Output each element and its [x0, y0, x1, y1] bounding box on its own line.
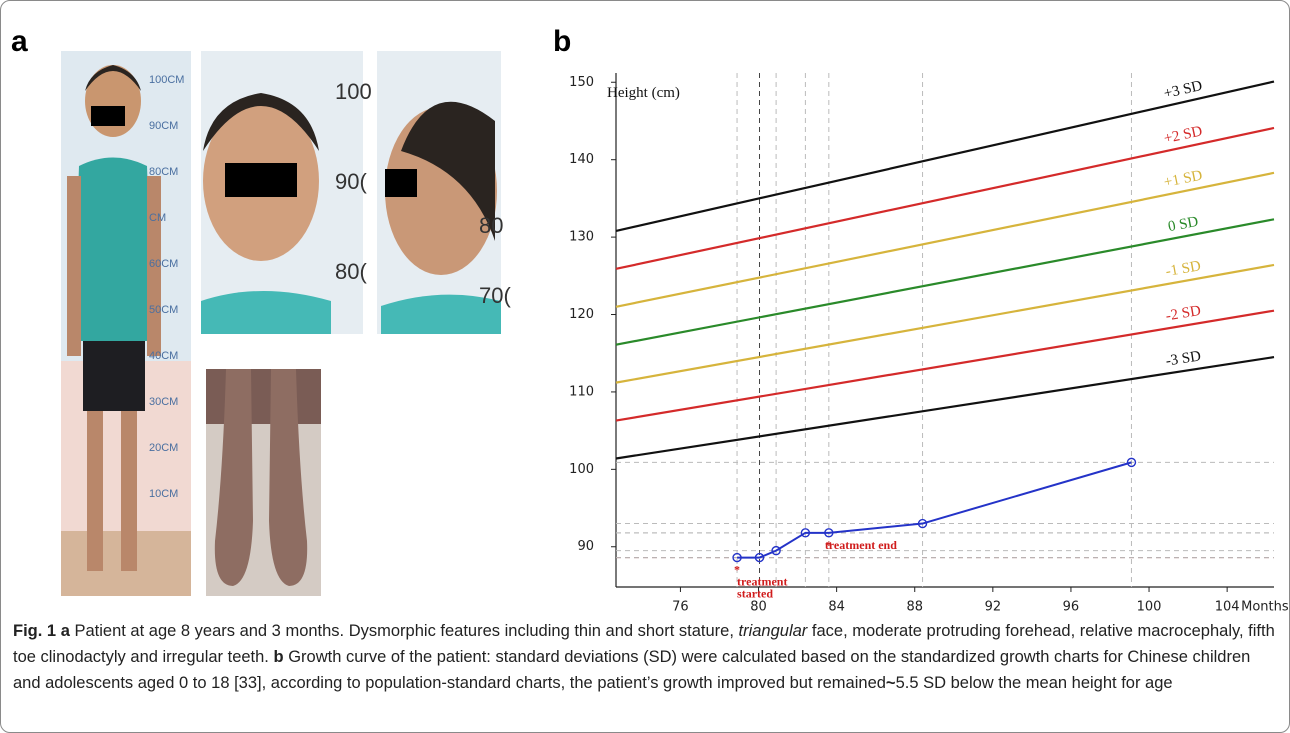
caption-text: Patient at age 8 years and 3 months. Dys… [74, 622, 734, 640]
sd-label: +1 SD [1163, 168, 1204, 191]
panel-ref: b [273, 648, 284, 666]
data-point [800, 528, 811, 538]
ruler-label: 40CM [149, 350, 178, 362]
figure-panels: a b 100CM 90CM 80CM CM 60CM 50CM 40CM [11, 25, 1289, 614]
photo-full-body [61, 51, 191, 596]
data-point [1126, 457, 1137, 468]
ruler-label: 100 [335, 79, 372, 104]
ruler-label: 10CM [149, 488, 178, 500]
sd-line [615, 309, 1275, 422]
x-tick-label: 88 [906, 600, 923, 614]
caption-text: 5.5 SD below the mean height for age [895, 674, 1173, 692]
sd-label: -1 SD [1164, 258, 1202, 280]
caption: Fig. 1 a Patient at age 8 years and 3 mo… [13, 618, 1275, 696]
ruler-label: 50CM [149, 304, 178, 316]
annotation: treatment end [825, 538, 897, 552]
sd-line [615, 126, 1275, 270]
x-tick-label: 92 [985, 600, 1002, 614]
sd-line [615, 171, 1275, 308]
sd-line [615, 218, 1275, 346]
annotation-marker: * [826, 538, 832, 552]
ruler-label: 100CM [149, 74, 184, 86]
ruler-label: CM [149, 212, 166, 224]
data-point [754, 552, 765, 563]
x-tick-label: 96 [1063, 600, 1080, 614]
ruler-label: 80 [479, 213, 503, 238]
sd-label: +2 SD [1162, 123, 1204, 147]
ruler-label: 70( [479, 283, 511, 308]
x-tick-label: 76 [672, 600, 689, 614]
ruler-label: 30CM [149, 396, 178, 408]
sd-label: 0 SD [1167, 214, 1200, 235]
caption-tilde: ~ [885, 674, 896, 692]
panel-label: a [11, 25, 28, 58]
ruler-label: 80CM [149, 166, 178, 178]
y-tick-label: 130 [569, 230, 594, 245]
data-point [824, 528, 834, 538]
x-tick-label: 84 [828, 600, 845, 614]
y-tick-label: 150 [569, 75, 594, 90]
x-tick-label: 104 [1215, 600, 1240, 614]
ruler-label: 90( [335, 169, 367, 194]
y-axis-label: Height (cm) [607, 85, 680, 101]
data-point [732, 552, 742, 563]
annotation: treatment [737, 575, 787, 589]
data-point [917, 518, 928, 529]
x-tick-label: 80 [750, 600, 767, 614]
sd-line [615, 356, 1275, 460]
data-point [771, 545, 781, 556]
caption-text: face, moderate protruding forehead, rela… [13, 622, 1275, 666]
y-tick-label: 120 [569, 307, 594, 322]
sd-line [615, 263, 1275, 384]
y-tick-label: 90 [577, 539, 594, 554]
sd-line [615, 80, 1275, 232]
sd-label: -3 SD [1165, 348, 1203, 369]
ruler-label: 80( [335, 259, 367, 284]
photo-face-side [377, 51, 501, 334]
caption-italic: triangular [738, 622, 808, 640]
photo-face-front [201, 51, 363, 334]
annotation-marker: * [734, 563, 740, 577]
y-tick-label: 100 [569, 462, 594, 477]
x-axis-label: Months [1241, 600, 1289, 614]
x-tick-label: 100 [1137, 600, 1162, 614]
caption-text: Growth curve of the patient: standard de… [13, 648, 1251, 692]
patient-line [737, 461, 1132, 559]
figure-number: Fig. 1 [13, 622, 57, 640]
ruler-label: 90CM [149, 120, 178, 132]
annotation: started [737, 587, 773, 601]
y-tick-label: 110 [569, 384, 594, 399]
panel-label: b [553, 25, 571, 58]
ruler-label: 20CM [149, 442, 178, 454]
photo-feet [206, 369, 321, 596]
sd-label: -2 SD [1165, 303, 1203, 325]
y-tick-label: 140 [569, 152, 594, 167]
ruler-label: 60CM [149, 258, 178, 270]
panel-ref: a [60, 622, 70, 640]
